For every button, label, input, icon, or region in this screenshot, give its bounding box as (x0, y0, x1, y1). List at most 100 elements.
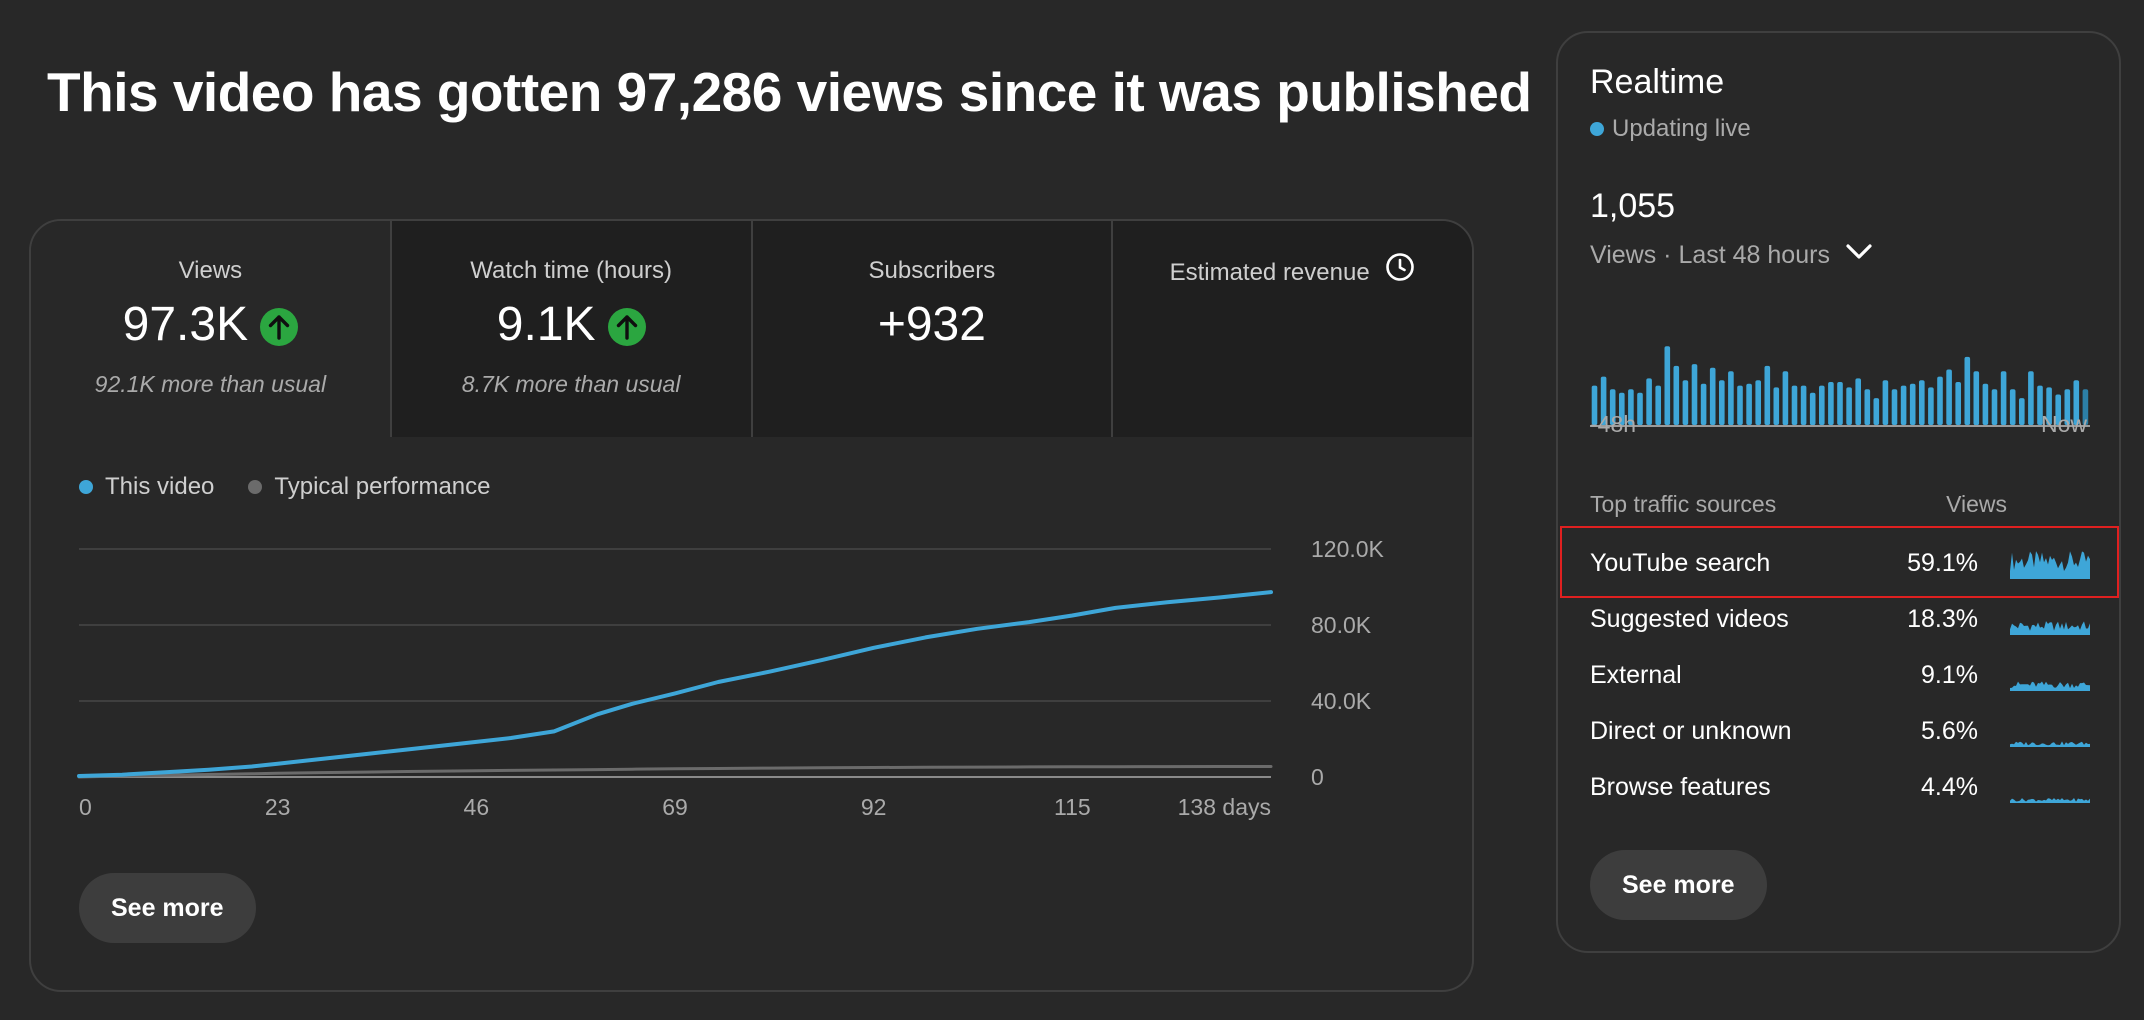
metric-label: Watch time (hours) (470, 257, 673, 284)
realtime-bar (1982, 383, 1989, 425)
realtime-bar (1619, 392, 1625, 426)
realtime-bar (1809, 392, 1816, 426)
realtime-bar (2064, 389, 2071, 425)
sparkline-area (2010, 681, 2090, 691)
legend-item-this-video: This video (79, 473, 214, 501)
realtime-bar (1591, 385, 1598, 425)
chevron-down-icon (1844, 241, 1874, 270)
axis-end-label: Now (2040, 411, 2087, 437)
realtime-bar (2028, 371, 2034, 426)
realtime-bar (1937, 376, 1943, 425)
realtime-bar (1646, 378, 1652, 425)
metric-label-text: Estimated revenue (1169, 258, 1370, 286)
range-dropdown[interactable]: Views · Last 48 hours (1590, 241, 1874, 270)
realtime-bar (1700, 383, 1707, 425)
y-tick-label: 0 (1311, 764, 1324, 790)
realtime-bar (1719, 380, 1725, 425)
realtime-bar (2046, 387, 2052, 425)
tab-subscribers[interactable]: Subscribers +932 (752, 221, 1114, 437)
traffic-sources-header: Top traffic sources (1590, 491, 1777, 517)
source-name: Direct or unknown (1590, 717, 1792, 745)
legend-label: Typical performance (274, 473, 491, 500)
realtime-bar (1746, 383, 1752, 425)
realtime-bar (1691, 364, 1698, 425)
realtime-bar (1728, 371, 1734, 426)
realtime-bar (2000, 371, 2007, 426)
metric-label: Estimated revenue (1113, 253, 1472, 290)
source-name: Suggested videos (1590, 605, 1789, 633)
views-line-chart: 120.0K 80.0K 40.0K 0 0 23 46 69 92 115 138 days (77, 536, 1385, 820)
traffic-source-row[interactable]: Browse features 4.4% (1590, 759, 2090, 815)
sparkline-area (2010, 741, 2090, 747)
realtime-bar (1864, 389, 1871, 425)
realtime-count: 1,055 (1590, 187, 1676, 225)
metric-value: +932 (877, 298, 986, 351)
realtime-bar (1846, 387, 1852, 425)
highlight-box (1560, 526, 2119, 598)
see-more-button[interactable]: See more (79, 873, 256, 943)
source-percent: 9.1% (1921, 661, 1978, 689)
sparkline-area (2010, 621, 2090, 635)
series-line-typical (77, 765, 1273, 779)
realtime-bar (1709, 367, 1716, 425)
realtime-card: Realtime Updating live 1,055 Views · Las… (1556, 31, 2121, 953)
realtime-bar (1919, 380, 1925, 425)
overview-card: Views 97.3K 92.1K more than usual Watch … (29, 219, 1474, 992)
realtime-bar (1900, 385, 1907, 425)
traffic-source-row[interactable]: Suggested videos 18.3% (1590, 591, 2090, 647)
y-tick-label: 120.0K (1311, 536, 1385, 562)
realtime-bar (1909, 383, 1916, 425)
x-tick-label: 92 (861, 794, 887, 820)
realtime-bar (1609, 389, 1616, 425)
source-name: External (1590, 661, 1682, 689)
realtime-bar (1973, 371, 1980, 426)
page-title: This video has gotten 97,286 views since… (47, 61, 1532, 123)
realtime-bar (1955, 382, 1961, 425)
metric-value: 9.1K (496, 298, 596, 351)
realtime-bar (1819, 385, 1825, 425)
tab-watch-time[interactable]: Watch time (hours) 9.1K 8.7K more than u… (391, 221, 753, 437)
x-tick-label: 69 (662, 794, 688, 820)
source-percent: 5.6% (1921, 717, 1978, 745)
live-indicator: Updating live (1590, 115, 1751, 143)
realtime-bar (2082, 389, 2089, 425)
legend-label: This video (105, 473, 215, 500)
source-percent: 59.1% (1907, 549, 1978, 577)
metric-label: Views (178, 257, 243, 284)
traffic-source-row[interactable]: Direct or unknown 5.6% (1590, 703, 2090, 759)
realtime-bar (1964, 356, 1971, 425)
realtime-bar (1800, 385, 1807, 425)
realtime-bar (1791, 385, 1798, 425)
realtime-bar (1682, 380, 1689, 425)
source-percent: 4.4% (1921, 773, 1978, 801)
realtime-bar (1655, 385, 1661, 425)
metric-tabs: Views 97.3K 92.1K more than usual Watch … (31, 221, 1472, 437)
realtime-bar (1991, 389, 1998, 425)
y-tick-label: 40.0K (1311, 688, 1372, 714)
realtime-see-more-button[interactable]: See more (1590, 850, 1767, 920)
clock-icon (1384, 251, 1416, 290)
metric-label: Subscribers (868, 257, 996, 284)
source-name: YouTube search (1590, 549, 1771, 577)
axis-start-label: -48h (1590, 411, 1637, 437)
realtime-bar (1773, 387, 1780, 425)
arrow-up-icon (607, 307, 646, 346)
legend-dot (248, 480, 263, 494)
source-name: Browse features (1590, 773, 1771, 801)
tab-estimated-revenue[interactable]: Estimated revenue (1113, 221, 1472, 437)
realtime-bar (1837, 382, 1843, 425)
realtime-bar-chart (1590, 346, 2090, 427)
traffic-source-row[interactable]: YouTube search 59.1% (1590, 535, 2090, 591)
arrow-up-icon (260, 307, 299, 346)
realtime-bar (1928, 387, 1934, 425)
source-sparkline (2010, 681, 2090, 691)
live-label: Updating live (1612, 115, 1751, 142)
legend-item-typical: Typical performance (248, 473, 490, 501)
legend-dot (79, 480, 93, 494)
realtime-bar (1637, 392, 1643, 426)
source-sparkline (2010, 621, 2090, 635)
traffic-source-row[interactable]: External 9.1% (1590, 647, 2090, 703)
tab-views[interactable]: Views 97.3K 92.1K more than usual (31, 221, 392, 437)
realtime-bar (1873, 398, 1880, 425)
